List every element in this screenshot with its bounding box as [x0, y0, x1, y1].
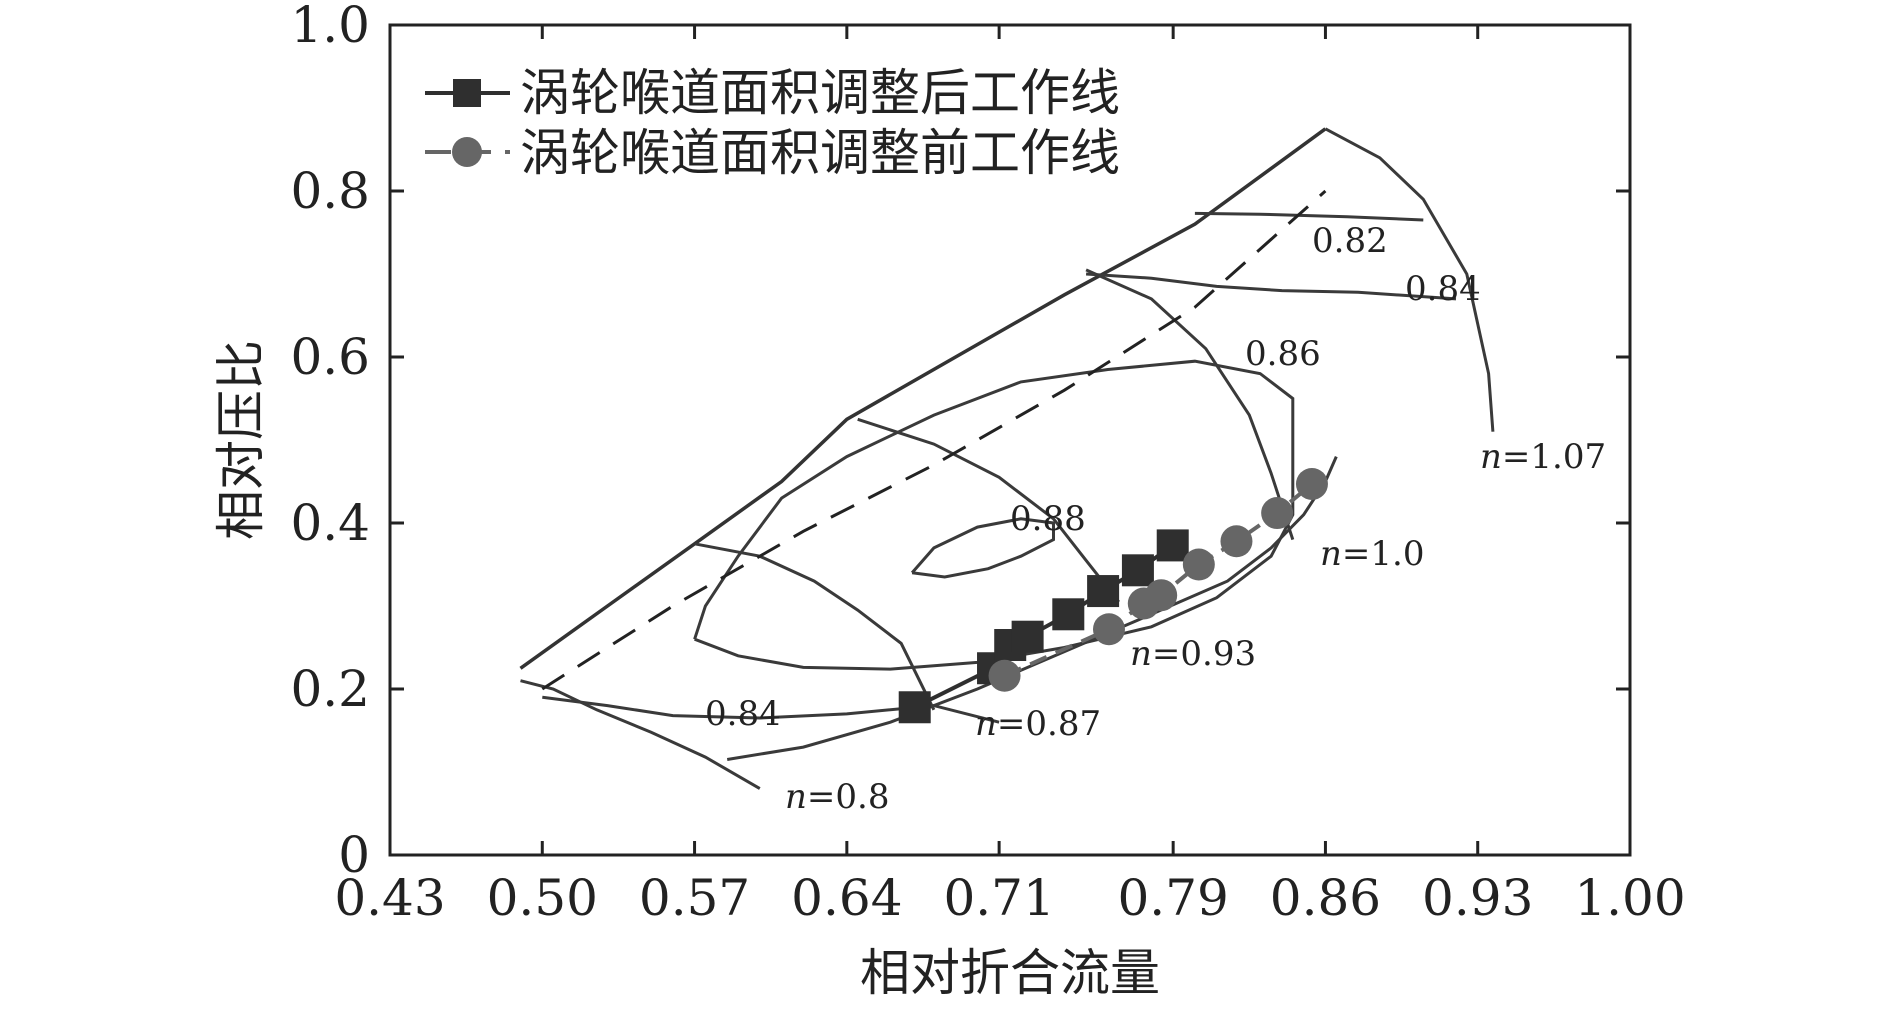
label-eff-084-bottom: 0.84: [705, 694, 781, 734]
operating-lines: [898, 467, 1328, 724]
axis-tick-labels: 0.43 0.50 0.57 0.64 0.71 0.79 0.86 0.93 1.00 0 0.2…: [290, 0, 1685, 927]
axis-ticks: [388, 23, 1632, 857]
data-point-circle: [988, 659, 1021, 692]
data-point-square: [1121, 554, 1154, 587]
x-tick-label: 0.79: [1117, 869, 1228, 927]
data-point-circle: [1092, 613, 1125, 646]
legend-label-after: 涡轮喉道面积调整后工作线: [520, 64, 1120, 122]
data-point-circle: [1261, 497, 1294, 530]
legend-circle-marker: [452, 137, 482, 167]
x-tick-label: 0.71: [943, 869, 1054, 927]
y-tick-label: 0.6: [290, 328, 370, 386]
surge-line: [519, 127, 1327, 670]
x-tick-label: 0.50: [487, 869, 598, 927]
curve-labels: 0.82 0.84 0.86 0.88 0.84 n=0.8 n=0.87 n=…: [705, 221, 1606, 817]
data-point-square: [1052, 598, 1085, 631]
legend: 涡轮喉道面积调整后工作线 涡轮喉道面积调整前工作线: [425, 64, 1120, 182]
label-n-10: n=1.0: [1320, 534, 1424, 574]
y-tick-label: 1.0: [290, 0, 370, 54]
data-point-circle: [1182, 548, 1215, 581]
label-eff-086: 0.86: [1245, 334, 1321, 374]
data-point-circle: [1295, 467, 1328, 500]
label-eff-082: 0.82: [1312, 221, 1388, 261]
speed-line: [857, 417, 1120, 603]
efficiency-contour: [1086, 272, 1457, 301]
x-tick-label: 1.00: [1574, 869, 1685, 927]
data-point-square: [1087, 575, 1120, 608]
x-tick-label: 0.64: [791, 869, 902, 927]
label-n-087: n=0.87: [975, 704, 1101, 744]
x-axis-title: 相对折合流量: [860, 944, 1160, 1002]
label-n-107: n=1.07: [1480, 437, 1606, 477]
label-n-08: n=0.8: [785, 777, 889, 817]
label-eff-088: 0.88: [1010, 499, 1086, 539]
y-tick-label: 0: [338, 826, 370, 884]
x-tick-label: 0.57: [639, 869, 750, 927]
data-point-square: [898, 691, 931, 724]
label-n-093: n=0.93: [1130, 634, 1256, 674]
speed-line: [520, 679, 761, 790]
efficiency-contour: [1194, 211, 1424, 222]
legend-square-marker: [453, 79, 481, 107]
speed-lines: [520, 127, 1495, 790]
data-point-circle: [1220, 525, 1253, 558]
label-eff-084-top: 0.84: [1405, 269, 1481, 309]
speed-line: [1324, 127, 1495, 432]
efficiency-contour: [910, 517, 1055, 579]
x-tick-label: 0.43: [334, 869, 445, 927]
efficiency-contour: [693, 359, 1295, 671]
x-tick-label: 0.93: [1422, 869, 1533, 927]
plot-frame: [388, 23, 1632, 857]
speed-line: [694, 542, 936, 711]
x-tick-label: 0.86: [1270, 869, 1381, 927]
y-tick-label: 0.2: [290, 660, 370, 718]
legend-label-before: 涡轮喉道面积调整前工作线: [520, 124, 1120, 182]
dashed-reference-line: [541, 189, 1327, 691]
speed-line: [1085, 268, 1295, 541]
y-tick-label: 0.8: [290, 162, 370, 220]
data-point-square: [1156, 529, 1189, 562]
y-axis-title: 相对压比: [212, 340, 270, 540]
surge-line-path: [519, 127, 1327, 670]
data-point-circle: [1145, 579, 1178, 612]
y-tick-label: 0.4: [290, 494, 370, 552]
data-point-square: [1011, 620, 1044, 653]
